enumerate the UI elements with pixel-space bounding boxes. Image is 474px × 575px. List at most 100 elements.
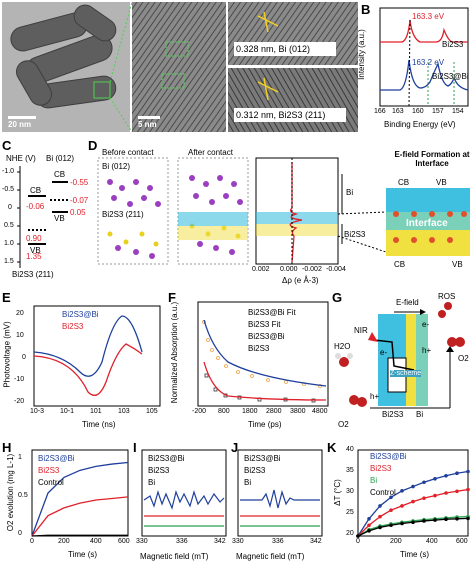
legend-b-1: Bi2S3 [442, 40, 464, 49]
epr-chart-j [237, 449, 323, 537]
tem-inset-bottom [228, 68, 358, 132]
h-xtick-2: 400 [90, 538, 102, 545]
c-ytick-4: 1.0 [4, 240, 14, 247]
d-xlabel: Δρ (e Å-3) [282, 276, 319, 285]
y-axis-label-b: Intensity (a.u.) [356, 29, 366, 80]
i-xlabel: Magnetic field (mT) [140, 552, 209, 561]
data-point-0-4 [400, 489, 404, 493]
h-xtick-0: 0 [30, 538, 34, 545]
data-point-3-2 [378, 525, 382, 530]
i-xtick-1: 336 [176, 538, 188, 545]
tem-hrtem [132, 2, 226, 132]
e-ytick-3: -10 [14, 376, 25, 383]
c-val-4: 0.90 [26, 234, 42, 243]
c-ytick-3: 0.5 [4, 222, 14, 229]
f-xtick-5: 4800 [312, 408, 328, 415]
e-ylabel: Photovoltage (mV) [2, 321, 12, 388]
c-ytick-1: -0.5 [2, 186, 15, 193]
data-point-1-4 [400, 504, 404, 508]
i-xtick-0: 330 [136, 538, 148, 545]
data-point-3-6 [422, 519, 426, 523]
legend-h-1: Bi2S3@Bi [38, 454, 75, 463]
nir-bolt [368, 332, 378, 342]
mechanism-schematic [335, 302, 465, 409]
f-xlabel: Time (ps) [248, 420, 282, 429]
data-point-0-7 [433, 477, 437, 481]
tem-images [2, 1, 358, 133]
g-nir: NIR [354, 326, 368, 335]
legend-k-1: Bi2S3@Bi [370, 452, 407, 461]
e-ytick-1: 10 [16, 332, 24, 339]
data-point-0-2 [378, 504, 382, 508]
series-line-0 [31, 461, 129, 537]
c-bi2s3-label: Bi2S3 (211) [12, 270, 54, 279]
legend-i-3: Bi [148, 478, 156, 487]
data-point-3-10 [466, 516, 470, 521]
plot-frame [33, 305, 161, 407]
f-xtick-0: -200 [192, 408, 207, 415]
panel-label-c: C [2, 138, 12, 153]
efield-bi-layer [386, 188, 470, 212]
e-xlabel: Time (ns) [82, 420, 116, 429]
panel-label-i: I [133, 440, 137, 455]
j-xlabel: Magnetic field (mT) [236, 552, 305, 561]
series-e-bi2s3bi [33, 315, 143, 377]
legend-b-2: Bi2S3@Bi [432, 72, 469, 81]
panel-label-d: D [88, 138, 98, 153]
data-point-1-6 [422, 496, 426, 500]
j-xtick-2: 342 [310, 538, 322, 545]
k-ytick-1: 25 [346, 509, 354, 516]
panel-label-h: H [2, 440, 12, 455]
fit-bi2s3 [203, 361, 327, 401]
legend-e-1: Bi2S3@Bi [62, 310, 99, 319]
x-tick-b-3: 157 [432, 108, 444, 115]
panel-g: ROS E-field NIR H2O e- e- Z-scheme h+ h+… [334, 292, 472, 438]
f-ylabel: Normalized Absorption (a.u.) [170, 301, 180, 404]
f-xtick-4: 3800 [290, 408, 306, 415]
charge-density-curve [289, 162, 303, 263]
legend-f-4: Bi2S3 [248, 344, 270, 353]
panel-label-k: K [327, 440, 337, 455]
legend-f-1: Bi2S3@Bi Fit [248, 308, 296, 317]
legend-k-4: Control [370, 488, 396, 497]
zoom-box [93, 81, 111, 99]
d-xtick-0: 0.002 [252, 266, 270, 273]
plot-frame [357, 449, 469, 537]
j-xtick-0: 330 [232, 538, 244, 545]
nhe-axis-label: NHE (V) [6, 154, 36, 163]
d-vb-top: VB [436, 178, 447, 187]
panel-label-g: G [332, 290, 343, 305]
panel-label-f: F [168, 290, 176, 305]
tas-chart [197, 301, 329, 407]
x-tick-b-2: 160 [412, 108, 424, 115]
data-point-3-5 [411, 520, 415, 525]
k-xlabel: Time (s) [400, 550, 430, 559]
e-ytick-4: -20 [14, 398, 25, 405]
d-region-bi: Bi [346, 188, 354, 197]
c-val-2: 0.05 [70, 208, 86, 217]
plot-frame [31, 449, 129, 537]
atoms-bi-2 [115, 241, 235, 259]
photovoltage-chart [33, 305, 161, 407]
x-axis-label-b: Binding Energy (eV) [384, 120, 456, 129]
data-point-1-5 [411, 499, 415, 504]
j-xtick-1: 336 [272, 538, 284, 545]
panel-label-e: E [2, 290, 11, 305]
panel-a: 20 nm 5 nm 0.328 nm, Bi (012) 0.312 nm, … [2, 1, 358, 133]
data-point-0-6 [422, 480, 426, 485]
f-xtick-1: 800 [218, 408, 230, 415]
h-xlabel: Time (s) [68, 550, 98, 559]
legend-f-3: Bi2S3@Bi [248, 332, 285, 341]
data-point-3-7 [433, 518, 437, 522]
data-point-3-9 [455, 517, 459, 521]
series-line-1 [31, 496, 129, 537]
plot-frame [237, 449, 323, 537]
data-point-3-1 [367, 529, 371, 533]
c-ytick-0: -1.0 [2, 168, 15, 175]
inset-bottom-label: 0.312 nm, Bi2S3 (211) [236, 110, 326, 120]
data-point-0-10 [466, 469, 470, 474]
c-ytick-5: 1.5 [4, 258, 14, 265]
g-h-2: h+ [370, 392, 380, 401]
k-xtick-2: 400 [426, 538, 438, 545]
panel-b: 163.3 eV 163.2 eV Bi2S3 Bi2S3@Bi Intensi… [357, 2, 472, 136]
